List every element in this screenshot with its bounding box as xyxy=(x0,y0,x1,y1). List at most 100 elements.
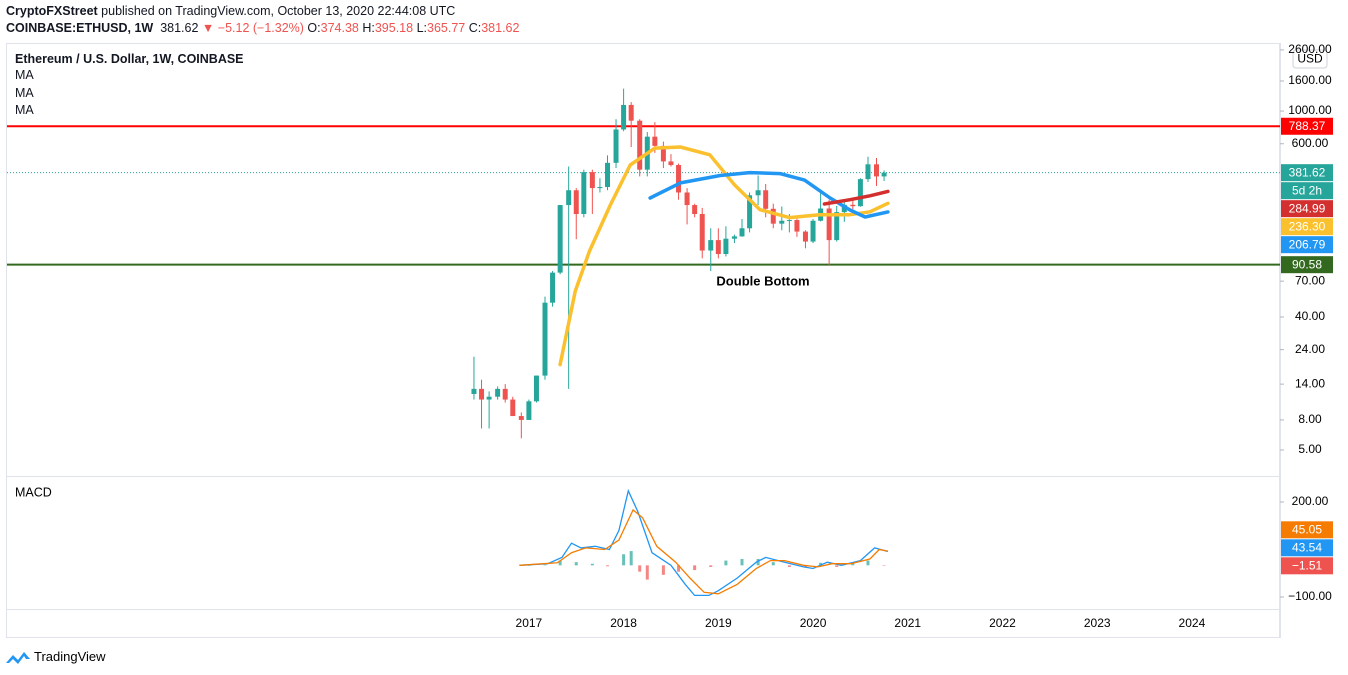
currency-box[interactable] xyxy=(1292,49,1328,69)
x-tick-label: 2019 xyxy=(705,616,732,630)
ohlc-value: 374.38 xyxy=(320,21,359,35)
candle-body xyxy=(857,179,863,207)
candle-body xyxy=(566,190,572,206)
macd-line xyxy=(519,508,889,595)
price-label: 381.62 xyxy=(1289,165,1326,179)
price-label: 284.99 xyxy=(1289,201,1326,215)
histogram-bar xyxy=(819,562,823,566)
annotation: Double Bottom xyxy=(716,273,809,288)
candle-body xyxy=(779,220,785,224)
histogram-bar xyxy=(629,551,633,566)
legend: Ethereum / U.S. Dollar, 1W, COINBASE MA M… xyxy=(15,52,244,120)
candle-body xyxy=(471,388,477,394)
histogram-bar xyxy=(638,565,642,572)
logo-icon xyxy=(6,652,30,664)
price-label: 90.58 xyxy=(1292,257,1322,271)
candle-body xyxy=(763,190,769,209)
ma-list: MA MA MA xyxy=(15,67,244,120)
histogram-bar xyxy=(543,564,547,566)
x-tick-label: 2023 xyxy=(1084,616,1111,630)
candle-body xyxy=(652,136,658,146)
x-tick-label: 2024 xyxy=(1179,616,1206,630)
price-label-box xyxy=(1281,117,1333,135)
candle-body xyxy=(533,375,539,402)
moving-average xyxy=(558,145,890,367)
candle-body xyxy=(486,396,492,400)
histogram-bar xyxy=(645,565,649,580)
price-label-box xyxy=(1281,539,1333,557)
histogram-bar xyxy=(661,565,665,575)
histogram-bar xyxy=(677,565,681,572)
y-tick-label: 1000.00 xyxy=(1288,103,1332,117)
histogram-bar xyxy=(756,558,760,566)
candle-body xyxy=(621,104,627,130)
candle-body xyxy=(479,388,485,400)
candle-body xyxy=(613,129,619,163)
price-label: 45.05 xyxy=(1292,522,1322,536)
histogram-bar xyxy=(693,565,697,571)
y-tick-label: 200.00 xyxy=(1292,494,1329,508)
histogram-bar xyxy=(590,563,594,566)
y-tick-label: 70.00 xyxy=(1295,273,1325,287)
price-label: 43.54 xyxy=(1292,540,1322,554)
price-label: 206.79 xyxy=(1289,237,1326,251)
histogram-bar xyxy=(574,562,578,566)
symbol-line: COINBASE:ETHUSD, 1W 381.62 ▼ −5.12 (−1.3… xyxy=(6,21,519,35)
histogram-bar xyxy=(866,560,870,566)
candle-body xyxy=(676,165,682,193)
candle-body xyxy=(874,164,880,177)
candle-body xyxy=(573,190,579,215)
candle-body xyxy=(495,388,501,397)
ohlc-label: L: xyxy=(416,21,427,35)
candle-body xyxy=(865,164,871,180)
x-tick-label: 2022 xyxy=(989,616,1016,630)
candle-body xyxy=(850,204,856,207)
y-tick-label: −100.00 xyxy=(1288,589,1332,603)
histogram-bar xyxy=(771,562,775,566)
histogram-bar xyxy=(787,565,791,567)
ohlc-value: 381.62 xyxy=(481,21,520,35)
histogram-bar xyxy=(622,554,626,566)
tradingview-logo[interactable]: TradingView xyxy=(6,649,106,664)
histogram-bar xyxy=(606,565,610,567)
candle-body xyxy=(581,172,587,215)
candle-body xyxy=(699,214,705,251)
y-tick-label: 14.00 xyxy=(1295,376,1325,390)
price-label-box xyxy=(1281,164,1333,182)
histogram-bar xyxy=(709,565,713,567)
candle-body xyxy=(660,145,666,162)
candle-body xyxy=(684,192,690,206)
ma-legend: MA xyxy=(15,103,34,117)
arrow: ▼ xyxy=(201,21,215,35)
histogram-bar xyxy=(835,565,839,567)
price-label-box xyxy=(1281,200,1333,218)
histogram-bar xyxy=(527,565,531,566)
candle-body xyxy=(637,120,643,170)
price-label: 236.30 xyxy=(1289,219,1326,233)
ma-legend: MA xyxy=(15,85,34,100)
symbol: COINBASE:ETHUSD, 1W xyxy=(6,21,154,35)
candle-body xyxy=(731,236,737,239)
ohlc-value: 395.18 xyxy=(374,21,414,35)
x-tick-label: 2021 xyxy=(894,616,921,630)
candle-body xyxy=(747,195,753,229)
brand: TradingView xyxy=(34,649,106,664)
publish-line: CryptoFXStreet published on TradingView.… xyxy=(6,4,455,18)
candle-body xyxy=(826,208,832,241)
ohlc-label: H: xyxy=(362,21,375,35)
currency: USD xyxy=(1297,52,1323,66)
x-tick-label: 2018 xyxy=(610,616,637,630)
histogram-bar xyxy=(740,558,744,566)
candle-body xyxy=(668,161,674,166)
price-label-box xyxy=(1281,218,1333,236)
candle-body xyxy=(723,238,729,255)
candle-body xyxy=(881,172,887,177)
macd-title: MACD xyxy=(15,485,52,499)
candle-body xyxy=(802,231,808,242)
price-label: 5d 2h xyxy=(1292,183,1322,197)
candle-body xyxy=(550,272,556,303)
x-tick-label: 2017 xyxy=(516,616,543,630)
ma-legend: MA xyxy=(15,68,34,82)
published: published on TradingView.com, October 13… xyxy=(101,4,456,18)
